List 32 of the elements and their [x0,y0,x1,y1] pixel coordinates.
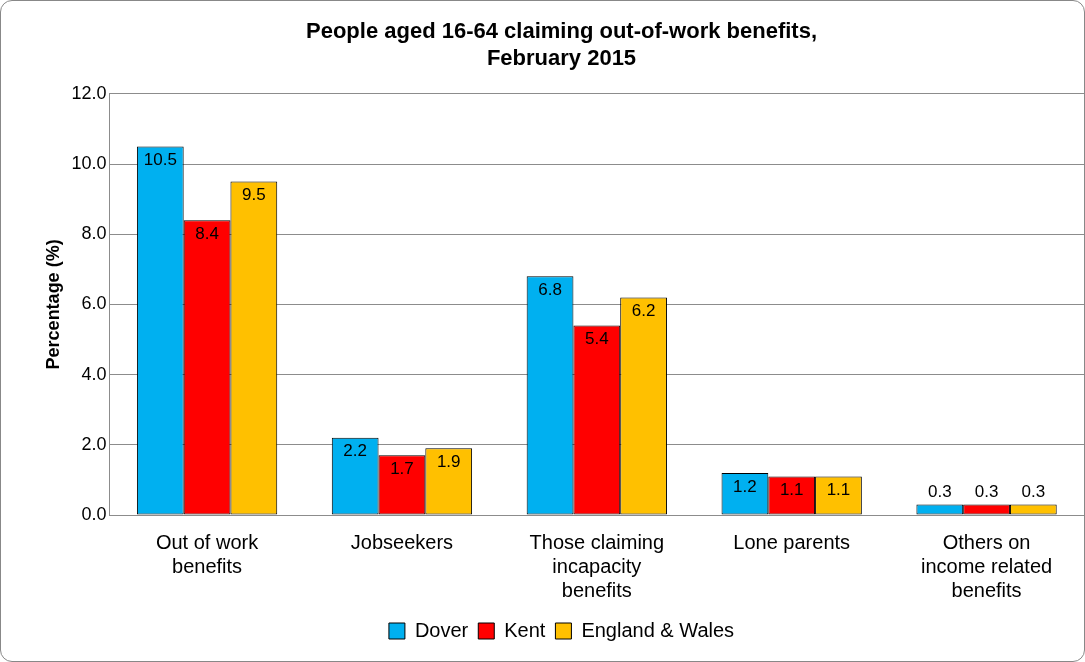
data-label: 1.1 [779,480,804,500]
y-tick-label: 8.0 [81,223,107,244]
data-label: 1.2 [733,476,757,496]
x-tick-label: Those claiming incapacity benefits [529,530,665,601]
x-tick-label: Others on income related benefits [920,530,1053,601]
data-label: 9.5 [242,185,266,205]
data-label: 0.3 [974,482,999,502]
data-label: 6.8 [538,280,562,300]
y-tick-label: 6.0 [81,293,107,314]
chart-title: People aged 16-64 claiming out-of-work benefits, February 2015 [306,18,817,70]
data-label: 6.2 [631,301,656,321]
data-label: 0.3 [927,482,952,502]
data-label: 0.3 [1021,482,1046,502]
data-label: 2.2 [343,441,367,461]
data-label: 1.1 [826,480,851,500]
x-tick-label: Out of work benefits [155,530,260,577]
y-tick-label: 4.0 [81,363,107,384]
y-tick-label: 0.0 [81,503,107,524]
y-tick-label: 2.0 [81,433,107,454]
x-tick-label: Jobseekers [350,530,454,553]
y-tick-label: 10.0 [71,152,107,173]
x-tick-label: Lone parents [733,530,851,553]
legend-label: England & Wales [581,618,735,641]
data-label: 5.4 [585,329,609,349]
y-tick-label: 12.0 [71,82,107,103]
data-label: 1.9 [436,452,461,471]
y-axis-title: Percentage (%) [42,239,63,370]
legend-label: Kent [504,618,546,641]
legend-label: Dover [414,618,469,641]
data-label: 8.4 [195,223,219,243]
data-label: 10.5 [143,150,177,170]
data-label: 1.7 [390,459,414,479]
